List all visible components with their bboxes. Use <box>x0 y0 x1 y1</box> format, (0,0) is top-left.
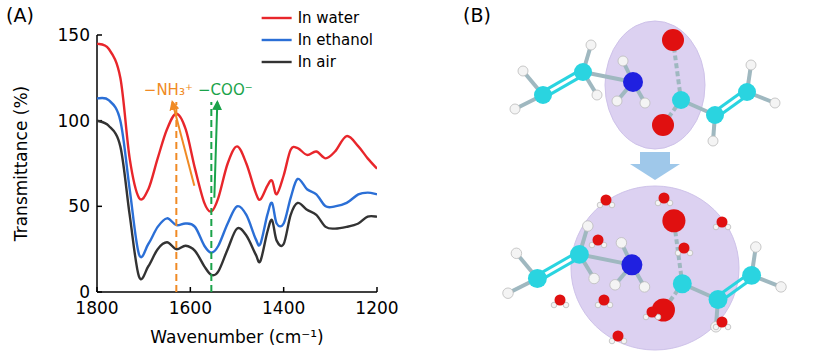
atom <box>612 96 622 106</box>
atom <box>717 317 728 328</box>
atom <box>639 282 650 293</box>
atom <box>583 221 594 232</box>
atom <box>662 209 685 232</box>
y-tick-label: 100 <box>58 111 90 131</box>
annotation-arrow <box>214 102 217 198</box>
x-axis-line <box>97 291 377 293</box>
atom <box>706 106 724 124</box>
series-line <box>97 121 377 280</box>
atom <box>621 254 642 275</box>
atom <box>534 86 552 104</box>
x-tick <box>96 287 98 292</box>
plot-area <box>97 44 377 280</box>
legend: In water In ethanol In air <box>262 9 373 71</box>
atom <box>662 29 684 51</box>
x-tick <box>376 287 378 292</box>
atom <box>592 90 602 100</box>
atom <box>742 266 761 285</box>
panel-label: (A) <box>6 4 34 26</box>
x-tick <box>283 287 285 292</box>
series-line <box>97 98 377 257</box>
atom <box>601 195 612 206</box>
x-tick-label: 1800 <box>75 298 118 318</box>
transition-arrow <box>630 152 680 180</box>
atom <box>610 280 621 291</box>
y-axis-title: Transmittance (%) <box>11 86 31 242</box>
annotation-label: −COO⁻ <box>198 81 253 99</box>
x-tick <box>190 287 192 292</box>
x-tick-label: 1600 <box>169 298 212 318</box>
highlight <box>571 186 739 350</box>
legend-label: In air <box>298 53 337 71</box>
legend-swatch <box>262 39 292 41</box>
atom <box>555 295 566 306</box>
y-tick <box>97 206 102 208</box>
legend-label: In water <box>298 9 360 27</box>
atom <box>746 60 756 70</box>
atom <box>776 282 787 293</box>
atom <box>510 104 520 114</box>
atom <box>659 193 670 204</box>
panel-label: (B) <box>463 4 491 26</box>
legend-swatch <box>262 17 292 19</box>
y-tick <box>97 34 102 36</box>
atom <box>672 91 690 109</box>
atom <box>717 217 728 228</box>
series-line <box>97 44 377 212</box>
atom <box>640 98 650 108</box>
annotation-label: −NH₃⁺ <box>144 81 193 99</box>
legend-swatch <box>262 61 292 63</box>
annotation-arrow <box>172 102 194 186</box>
atom <box>613 331 624 342</box>
atom <box>593 235 604 246</box>
atom <box>589 273 600 284</box>
atom <box>586 40 596 50</box>
x-tick-label: 1200 <box>355 298 398 318</box>
y-tick-label: 50 <box>68 196 90 216</box>
atom <box>679 243 690 254</box>
atom <box>518 66 528 76</box>
atom <box>618 56 628 66</box>
atom <box>673 274 692 293</box>
annotation-line <box>175 102 177 292</box>
x-tick-label: 1400 <box>262 298 305 318</box>
atom <box>770 98 780 108</box>
atom <box>738 83 756 101</box>
atom <box>528 269 547 288</box>
atom <box>652 114 674 136</box>
legend-label: In ethanol <box>298 31 373 49</box>
atom <box>574 63 592 81</box>
atom <box>751 242 762 253</box>
y-tick-label: 150 <box>58 25 90 45</box>
atom <box>709 290 728 309</box>
atom <box>647 307 658 318</box>
atom <box>708 136 718 146</box>
annotation-line <box>210 102 212 292</box>
highlight <box>605 21 705 149</box>
atom <box>616 238 627 249</box>
atom <box>503 288 514 299</box>
x-axis-title: Wavenumber (cm⁻¹) <box>150 327 323 347</box>
atom <box>599 295 610 306</box>
molecule-diagram <box>503 21 787 350</box>
atom <box>511 248 522 258</box>
y-axis-line <box>96 35 98 292</box>
figure: (A)0501001501800160014001200Transmittanc… <box>0 0 835 355</box>
atom <box>570 245 589 264</box>
atom <box>623 72 643 92</box>
